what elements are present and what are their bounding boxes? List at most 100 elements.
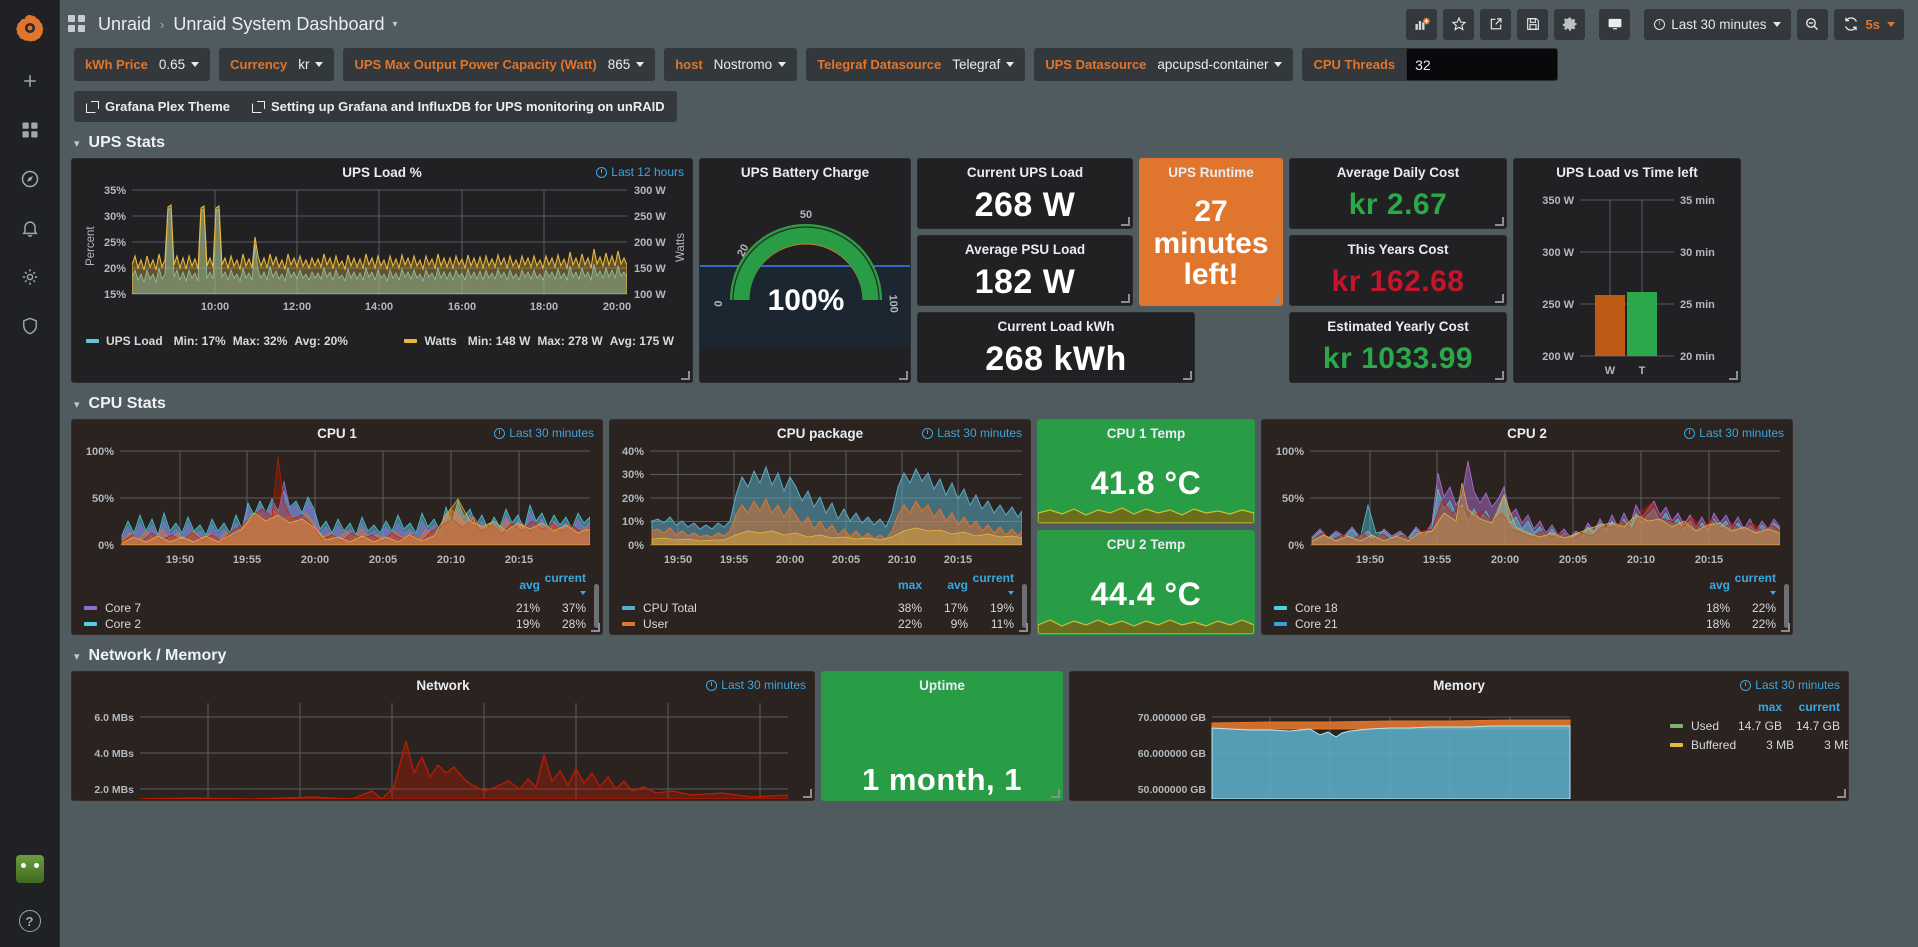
legend-row[interactable]: Core 18 18% 22% — [1262, 600, 1792, 616]
legend-header-current[interactable]: current — [1798, 700, 1840, 714]
panel-resize-handle[interactable] — [681, 371, 690, 380]
panel-resize-handle[interactable] — [1051, 789, 1060, 798]
legend-row[interactable]: CPU Total 38% 17% 19% — [610, 600, 1030, 616]
legend-series-name[interactable]: Buffered — [1670, 738, 1736, 752]
panel-time-range[interactable]: Last 12 hours — [596, 165, 684, 179]
legend-header-max[interactable]: max — [897, 578, 922, 592]
save-dashboard-button[interactable] — [1517, 8, 1549, 40]
sidebar-item-alerting[interactable] — [0, 203, 60, 252]
gauge-value-text: 100% — [768, 284, 845, 317]
panel-resize-handle[interactable] — [591, 623, 600, 632]
panel-resize-handle[interactable] — [1121, 217, 1130, 226]
sidebar-item-explore[interactable] — [0, 154, 60, 203]
panel-resize-handle[interactable] — [1729, 371, 1738, 380]
legend-series-name[interactable]: CPU Total — [622, 601, 876, 615]
panel-time-range[interactable]: Last 30 minutes — [1740, 678, 1840, 692]
chevron-down-icon[interactable]: ▾ — [392, 18, 398, 30]
variable-host[interactable]: host Nostromo — [664, 48, 798, 81]
row-header-cpu-stats[interactable]: ▾ CPU Stats — [60, 383, 1918, 419]
variable-value[interactable]: kr — [298, 57, 324, 72]
breadcrumb-folder[interactable]: Unraid — [98, 13, 152, 34]
link-ups-monitoring-guide[interactable]: Setting up Grafana and InfluxDB for UPS … — [252, 99, 665, 114]
panel-resize-handle[interactable] — [1837, 789, 1846, 798]
panel-resize-handle[interactable] — [803, 789, 812, 798]
add-panel-button[interactable] — [1406, 8, 1438, 40]
panel-resize-handle[interactable] — [1495, 217, 1504, 226]
panel-time-range[interactable]: Last 30 minutes — [706, 678, 806, 692]
external-link-icon — [252, 100, 265, 113]
avatar[interactable] — [0, 843, 60, 895]
refresh-picker[interactable]: 5s — [1833, 8, 1904, 40]
variable-value[interactable]: Nostromo — [714, 57, 787, 72]
grafana-logo-icon[interactable] — [0, 0, 60, 56]
help-button[interactable]: ? — [0, 895, 60, 947]
legend-header-current[interactable]: current — [1730, 571, 1776, 599]
sidebar-item-server-admin[interactable] — [0, 301, 60, 350]
legend-value-max: 22% — [897, 617, 922, 631]
variable-currency[interactable]: Currency kr — [219, 48, 335, 81]
legend-series-name[interactable]: Core 18 — [1274, 601, 1684, 615]
legend-series-name[interactable]: User — [622, 617, 876, 631]
legend-series-name[interactable]: Core 21 — [1274, 617, 1684, 631]
legend-scrollbar[interactable] — [1784, 584, 1789, 628]
legend-row[interactable]: User 22% 9% 11% — [610, 616, 1030, 632]
sidebar-item-create[interactable] — [0, 56, 60, 105]
legend-header-max[interactable]: max — [1757, 700, 1782, 714]
legend-row[interactable]: Buffered 3 MB 3 MB — [1658, 734, 1848, 753]
link-grafana-plex-theme[interactable]: Grafana Plex Theme — [86, 99, 230, 114]
legend-header-avg[interactable]: avg — [1709, 578, 1730, 592]
sidebar-item-configuration[interactable] — [0, 252, 60, 301]
legend-row[interactable]: Used 14.7 GB 14.7 GB — [1658, 715, 1848, 734]
svg-text:2.0 MBs: 2.0 MBs — [94, 784, 134, 796]
variable-kwh-price[interactable]: kWh Price 0.65 — [74, 48, 211, 81]
variable-ups-max-output-power-capacity[interactable]: UPS Max Output Power Capacity (Watt) 865 — [343, 48, 656, 81]
panel-stack-cpu-temps: CPU 1 Temp 41.8 °C CPU 2 Temp 44.4 °C — [1037, 419, 1255, 635]
variable-value[interactable]: Telegraf — [952, 57, 1015, 72]
legend-row[interactable]: Core 7 21% 37% — [72, 600, 602, 616]
panel-resize-handle[interactable] — [1271, 294, 1280, 303]
variable-value[interactable]: apcupsd-container — [1157, 57, 1283, 72]
sidebar-item-dashboards[interactable] — [0, 105, 60, 154]
legend-scrollbar[interactable] — [1022, 584, 1027, 628]
dashboard-settings-button[interactable] — [1554, 8, 1586, 40]
legend-item-ups-load[interactable]: UPS Load Min: 17% Max: 32% Avg: 20% — [86, 334, 348, 348]
svg-text:18:00: 18:00 — [530, 301, 558, 313]
mark-favorite-button[interactable] — [1443, 8, 1475, 40]
panel-resize-handle[interactable] — [1495, 371, 1504, 380]
legend-scrollbar[interactable] — [594, 584, 599, 628]
row-header-ups-stats[interactable]: ▾ UPS Stats — [60, 122, 1918, 158]
panel-resize-handle[interactable] — [1183, 371, 1192, 380]
panel-time-range[interactable]: Last 30 minutes — [494, 426, 594, 440]
legend-series-name[interactable]: Used — [1670, 719, 1724, 733]
share-dashboard-button[interactable] — [1480, 8, 1512, 40]
legend-series-name[interactable]: Core 2 — [84, 617, 494, 631]
panel-resize-handle[interactable] — [1019, 623, 1028, 632]
stat-value: 44.4 °C — [1090, 575, 1202, 612]
variable-telegraf-datasource[interactable]: Telegraf Datasource Telegraf — [806, 48, 1026, 81]
variable-value[interactable]: 865 — [608, 57, 645, 72]
panel-resize-handle[interactable] — [899, 371, 908, 380]
legend-row[interactable]: Core 21 18% 22% — [1262, 616, 1792, 632]
zoom-out-time-button[interactable] — [1796, 8, 1828, 40]
panel-resize-handle[interactable] — [1495, 294, 1504, 303]
cpu-threads-input[interactable] — [1406, 48, 1559, 81]
panel-time-range[interactable]: Last 30 minutes — [1684, 426, 1784, 440]
legend-row[interactable]: Core 2 19% 28% — [72, 616, 602, 632]
legend-header-current[interactable]: current — [540, 571, 586, 599]
row-header-network-memory[interactable]: ▾ Network / Memory — [60, 635, 1918, 671]
legend-item-watts[interactable]: Watts Min: 148 W Max: 278 W Avg: 175 W — [404, 334, 674, 348]
tv-kiosk-button[interactable] — [1599, 8, 1631, 40]
panel-time-range[interactable]: Last 30 minutes — [922, 426, 1022, 440]
panel-resize-handle[interactable] — [1121, 294, 1130, 303]
time-range-picker[interactable]: Last 30 minutes — [1644, 8, 1791, 40]
breadcrumb-dashboard[interactable]: Unraid System Dashboard — [173, 13, 385, 34]
legend-swatch — [622, 622, 635, 626]
panel-resize-handle[interactable] — [1781, 623, 1790, 632]
legend-value-avg: 18% — [1705, 601, 1730, 615]
legend-header-avg[interactable]: avg — [519, 578, 540, 592]
variable-ups-datasource[interactable]: UPS Datasource apcupsd-container — [1034, 48, 1294, 81]
legend-series-name[interactable]: Core 7 — [84, 601, 494, 615]
variable-value[interactable]: 0.65 — [159, 57, 200, 72]
legend-header-current[interactable]: current — [968, 571, 1014, 599]
legend-header-avg[interactable]: avg — [947, 578, 968, 592]
